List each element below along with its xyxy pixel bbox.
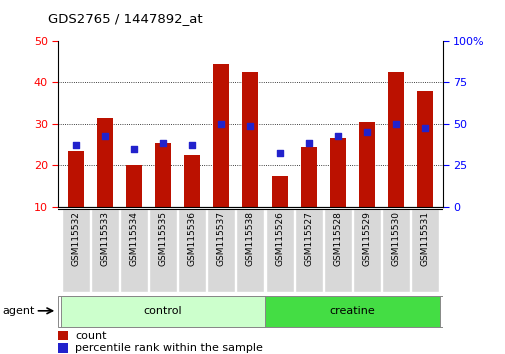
Text: count: count <box>75 331 107 341</box>
Bar <box>58 331 68 341</box>
Point <box>217 121 225 127</box>
Bar <box>294 209 322 292</box>
Bar <box>417 91 432 207</box>
Bar <box>213 64 229 207</box>
Text: creatine: creatine <box>329 306 375 316</box>
Point <box>159 140 167 145</box>
Point <box>246 123 254 129</box>
Text: GSM115538: GSM115538 <box>245 211 255 266</box>
Bar <box>68 151 83 207</box>
Point <box>72 142 80 148</box>
Bar <box>323 209 351 292</box>
Point <box>333 133 341 139</box>
Bar <box>236 209 264 292</box>
Text: percentile rank within the sample: percentile rank within the sample <box>75 343 263 353</box>
Bar <box>207 209 235 292</box>
Point <box>100 133 109 139</box>
Bar <box>381 209 410 292</box>
Text: GSM115526: GSM115526 <box>275 211 283 266</box>
Text: GSM115534: GSM115534 <box>129 211 138 266</box>
Bar <box>265 209 293 292</box>
Point <box>275 150 283 156</box>
Point <box>362 129 370 135</box>
Text: GSM115527: GSM115527 <box>304 211 313 266</box>
Point <box>188 142 196 148</box>
Text: GSM115535: GSM115535 <box>158 211 167 266</box>
Text: GSM115536: GSM115536 <box>187 211 196 266</box>
Bar <box>352 209 380 292</box>
Point <box>420 125 428 131</box>
Text: GSM115528: GSM115528 <box>333 211 342 266</box>
Bar <box>96 118 113 207</box>
Bar <box>178 209 206 292</box>
Text: GDS2765 / 1447892_at: GDS2765 / 1447892_at <box>48 12 203 25</box>
Point <box>304 140 312 145</box>
Text: control: control <box>143 306 182 316</box>
Bar <box>387 72 403 207</box>
Bar <box>61 296 265 327</box>
Bar <box>58 343 68 353</box>
Text: GSM115533: GSM115533 <box>100 211 109 266</box>
Text: GSM115537: GSM115537 <box>217 211 225 266</box>
Bar <box>120 209 147 292</box>
Bar <box>155 143 171 207</box>
Bar <box>149 209 177 292</box>
Bar <box>271 176 287 207</box>
Point <box>130 146 138 152</box>
Bar <box>358 122 374 207</box>
Bar <box>329 138 345 207</box>
Text: agent: agent <box>3 306 35 316</box>
Text: GSM115532: GSM115532 <box>71 211 80 266</box>
Text: GSM115529: GSM115529 <box>362 211 371 266</box>
Bar <box>126 166 142 207</box>
Point <box>391 121 399 127</box>
Bar <box>300 147 316 207</box>
Bar <box>242 72 258 207</box>
Text: GSM115531: GSM115531 <box>420 211 429 266</box>
Bar <box>265 296 439 327</box>
Text: GSM115530: GSM115530 <box>391 211 400 266</box>
Bar <box>411 209 438 292</box>
Bar <box>184 155 200 207</box>
Bar <box>62 209 89 292</box>
Bar <box>90 209 119 292</box>
